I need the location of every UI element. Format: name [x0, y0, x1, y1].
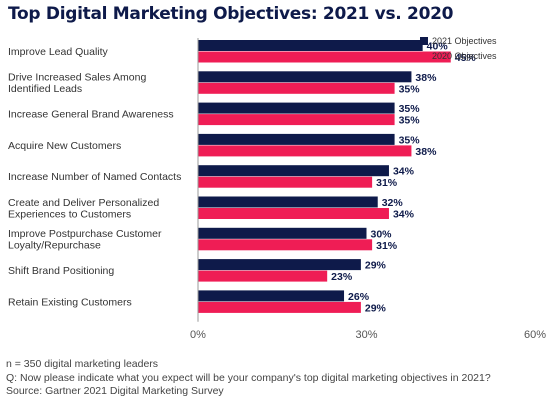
bar-2021 [198, 259, 361, 271]
data-label: 31% [376, 177, 398, 189]
survey-question: Q: Now please indicate what you expect w… [6, 371, 491, 384]
data-label: 34% [393, 209, 415, 221]
bar-2021 [198, 290, 345, 302]
source-note: Source: Gartner 2021 Digital Marketing S… [6, 385, 224, 397]
legend-label: 2020 Objectives [432, 51, 497, 61]
data-label: 35% [399, 83, 421, 95]
category-label: Acquire New Customers [8, 140, 121, 152]
data-label: 35% [399, 115, 421, 127]
bar-2020 [198, 51, 451, 63]
bar-chart: Improve Lead Quality 40% 45% Drive Increase… [8, 36, 546, 341]
sample-size-note: n = 350 digital marketing leaders [6, 358, 159, 370]
data-label: 45% [455, 52, 477, 64]
x-tick-label: 60% [524, 329, 546, 341]
bar-2020 [198, 301, 361, 313]
legend-swatch [420, 37, 428, 45]
bar-2020 [198, 176, 373, 188]
bar-2021 [198, 40, 423, 51]
bar-2020 [198, 208, 389, 219]
category-label: Improve Lead Quality [8, 46, 109, 58]
chart-title: Top Digital Marketing Objectives: 2021 v… [8, 4, 454, 24]
bar-2021 [198, 227, 367, 239]
bar-2020 [198, 239, 373, 251]
data-label: 35% [399, 103, 421, 115]
bar-2020 [198, 145, 412, 157]
category-label: Shift Brand Positioning [8, 265, 114, 277]
data-label: 23% [331, 271, 353, 283]
category-label: Create and Deliver Personalized Experienc… [8, 197, 159, 221]
chart-footer: n = 350 digital marketing leaders Q: Now… [6, 358, 491, 399]
data-label: 31% [376, 240, 398, 252]
bar-2021 [198, 133, 395, 145]
x-tick-label: 0% [190, 329, 206, 341]
data-label: 26% [348, 291, 370, 303]
data-label: 29% [365, 302, 387, 314]
bar-2021 [198, 196, 378, 208]
data-label: 35% [399, 134, 421, 146]
category-label: Drive Increased Sales Among Identified Le… [8, 72, 146, 96]
bar-2021 [198, 71, 412, 83]
bar-2020 [198, 270, 328, 282]
data-label: 38% [415, 146, 437, 158]
data-label: 29% [365, 260, 387, 272]
bar-2021 [198, 165, 389, 177]
data-label: 40% [427, 41, 449, 53]
legend-label: 2021 Objectives [432, 36, 497, 46]
category-label: Improve Postpurchase Customer Loyalty/Rep… [8, 228, 162, 252]
legend-swatch [420, 52, 428, 60]
x-tick-label: 30% [355, 329, 377, 341]
bar-2020 [198, 114, 395, 126]
category-label: Increase Number of Named Contacts [8, 171, 181, 183]
category-label: Retain Existing Customers [8, 296, 132, 308]
data-label: 32% [382, 197, 404, 209]
category-label: Increase General Brand Awareness [8, 109, 174, 121]
data-label: 34% [393, 166, 415, 178]
data-label: 30% [371, 228, 393, 240]
bar-2021 [198, 102, 395, 114]
bar-2020 [198, 82, 395, 94]
data-label: 38% [415, 72, 437, 84]
